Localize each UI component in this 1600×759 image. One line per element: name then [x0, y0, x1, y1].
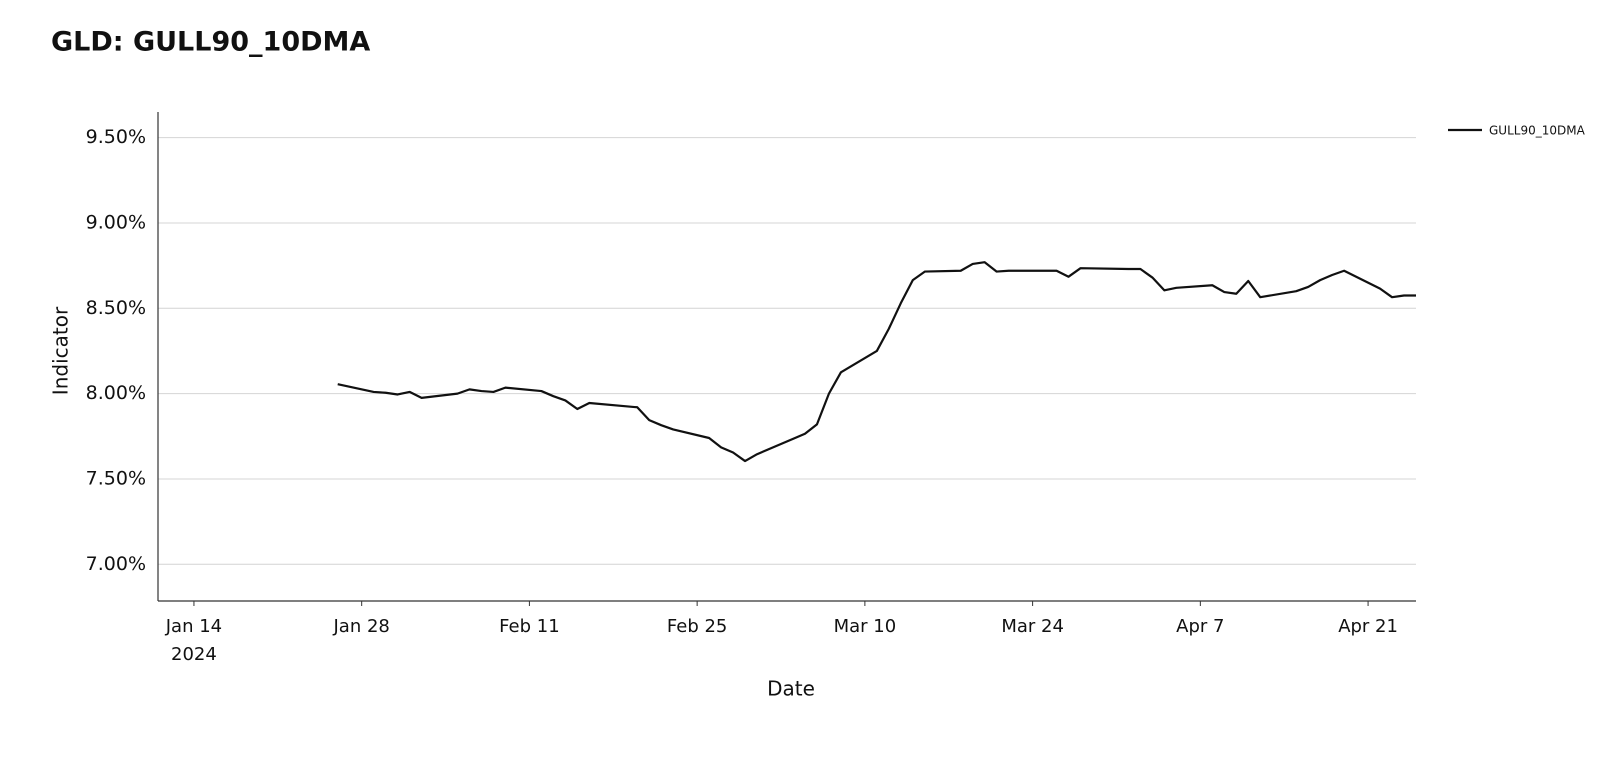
y-tick-label: 7.50%: [86, 467, 146, 489]
y-tick-label: 9.00%: [86, 211, 146, 233]
y-axis-label: Indicator: [49, 306, 73, 395]
y-tick-label: 8.50%: [86, 297, 146, 319]
chart-title: GLD: GULL90_10DMA: [51, 27, 370, 58]
x-tick-label: Apr 7: [1176, 616, 1224, 637]
x-tick-label: Mar 24: [1001, 616, 1064, 637]
x-tick-label: Feb 25: [667, 616, 728, 637]
x-tick-label: Jan 14: [165, 616, 222, 637]
x-axis-label: Date: [767, 677, 815, 701]
x-tick-label: Jan 28: [332, 616, 389, 637]
x-tick-label: Apr 21: [1338, 616, 1398, 637]
line-series: [337, 261, 1416, 463]
y-tick-label: 7.00%: [86, 553, 146, 575]
y-tick-label: 9.50%: [86, 126, 146, 148]
y-tick-label: 8.00%: [86, 382, 146, 404]
x-tick-label: Mar 10: [834, 616, 897, 637]
x-tick-label: Feb 11: [499, 616, 560, 637]
x-year-label: 2024: [171, 644, 217, 665]
legend-label: GULL90_10DMA: [1489, 124, 1586, 138]
